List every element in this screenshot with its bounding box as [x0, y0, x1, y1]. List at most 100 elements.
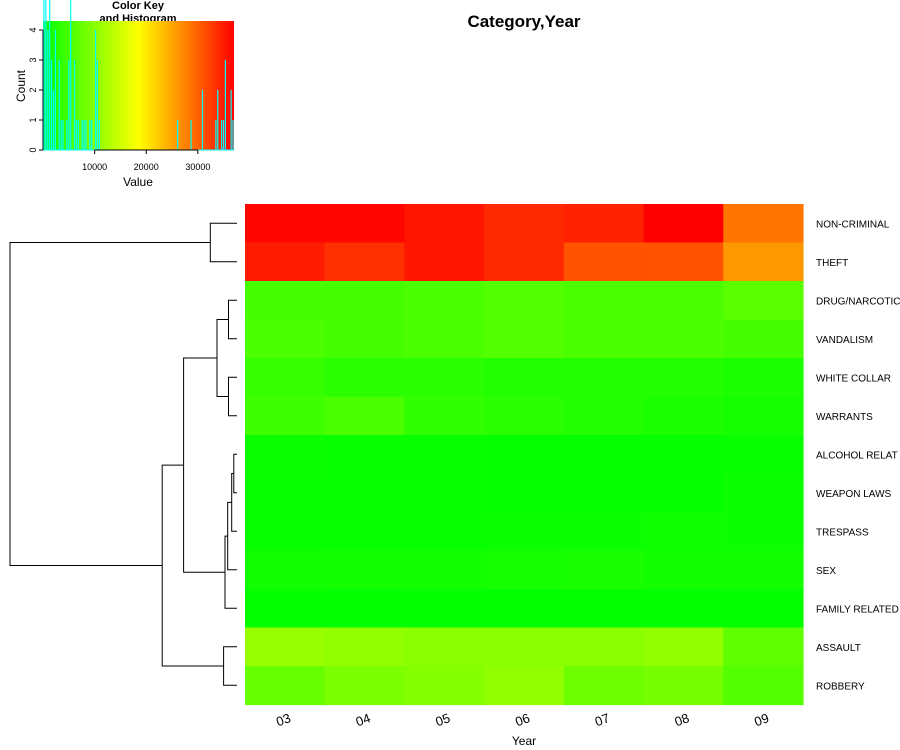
heatmap-cell: [404, 627, 485, 667]
row-label: WHITE COLLAR: [816, 373, 891, 384]
heatmap-cell: [723, 666, 804, 706]
dendrogram-branch: [223, 646, 237, 686]
heatmap-cell: [723, 396, 804, 436]
dendrogram-branch: [228, 299, 237, 340]
row-label: VANDALISM: [816, 335, 873, 346]
heatmap-cell: [563, 435, 645, 475]
heatmap-cell: [643, 627, 724, 667]
heatmap-cell: [245, 589, 326, 629]
heatmap-cell: [723, 319, 804, 359]
heatmap-cell: [245, 666, 326, 706]
heatmap-cell: [563, 627, 645, 667]
column-label: 06: [513, 710, 532, 729]
heatmap-cell: [723, 242, 804, 282]
heatmap-cell: [245, 281, 326, 321]
heatmap-cell: [245, 435, 326, 475]
heatmap-cell: [643, 550, 724, 590]
heatmap-cell: [723, 281, 804, 321]
heatmap-cell: [404, 666, 485, 706]
row-label: FAMILY RELATED: [816, 604, 899, 615]
color-key-y-tick-label: 4: [28, 27, 38, 32]
heatmap-cell: [245, 319, 326, 359]
row-label: DRUG/NARCOTIC: [816, 296, 900, 307]
heatmap-cell: [563, 358, 645, 398]
heatmap-cell: [245, 550, 326, 590]
color-key-title-line1: Color Key: [112, 0, 165, 12]
color-key-x-tick-label: 30000: [185, 162, 210, 172]
heatmap-cell: [245, 242, 326, 282]
heatmap-cell: [404, 512, 485, 552]
heatmap-cell: [245, 358, 326, 398]
heatmap-cell: [324, 627, 406, 667]
heatmap-cell: [643, 473, 724, 513]
heatmap-cell: [404, 396, 485, 436]
row-label: ALCOHOL RELAT: [816, 450, 898, 461]
heatmap-cell: [245, 204, 326, 244]
color-key-y-tick-label: 3: [28, 57, 38, 62]
dendrogram-branch: [209, 222, 237, 263]
heatmap-cell: [643, 281, 724, 321]
heatmap-cell: [484, 281, 565, 321]
column-label: 08: [672, 710, 691, 729]
heatmap-cell: [723, 627, 804, 667]
column-label: 03: [274, 710, 293, 729]
color-key-histogram: [43, 0, 234, 151]
row-label: SEX: [816, 566, 836, 577]
dendrogram-branch: [228, 376, 237, 417]
heatmap-cell: [324, 319, 406, 359]
heatmap-cell: [324, 512, 406, 552]
heatmap-cell: [404, 589, 485, 629]
heatmap-cell: [484, 319, 565, 359]
color-key-y-tick-label: 0: [28, 147, 38, 152]
heatmap-cell: [484, 358, 565, 398]
column-labels: 03 04 05 06 07 08 09: [274, 710, 771, 729]
row-label: TRESPASS: [816, 527, 869, 538]
dendrogram-branch: [216, 319, 229, 397]
heatmap-cell: [404, 319, 485, 359]
row-label: ASSAULT: [816, 643, 861, 654]
dendrogram-branch: [9, 242, 211, 566]
heatmap-cell: [563, 281, 645, 321]
heatmap-cell: [563, 319, 645, 359]
heatmap-cell: [723, 589, 804, 629]
heatmap-cell: [643, 666, 724, 706]
heatmap-cell: [484, 242, 565, 282]
color-key-x-tick-label: 10000: [82, 162, 107, 172]
heatmap-cell: [643, 242, 724, 282]
heatmap-cell: [404, 550, 485, 590]
x-axis-label: Year: [512, 734, 536, 748]
column-label: 05: [433, 710, 452, 729]
heatmap-cell: [484, 473, 565, 513]
heatmap-cell: [643, 358, 724, 398]
heatmap-cell: [324, 435, 406, 475]
heatmap-cell: [484, 435, 565, 475]
color-key-y-axis: 0 1 2 3 4: [28, 27, 44, 153]
heatmap-cell: [324, 550, 406, 590]
dendrogram-branch: [161, 464, 224, 667]
row-label: WEAPON LAWS: [816, 489, 892, 500]
heatmap-cell: [245, 627, 326, 667]
heatmap-cell: [723, 512, 804, 552]
heatmap-cell: [563, 242, 645, 282]
heatmap-cell: [563, 666, 645, 706]
color-key-x-axis: 10000 20000 30000: [82, 149, 210, 172]
heatmap-cell: [245, 396, 326, 436]
heatmap-cell: [245, 473, 326, 513]
heatmap-cell: [643, 589, 724, 629]
heatmap-cell: [404, 281, 485, 321]
heatmap-cell: [563, 550, 645, 590]
heatmap-cell: [245, 512, 326, 552]
column-label: 04: [354, 710, 373, 729]
heatmap-cell: [324, 358, 406, 398]
heatmap-cell: [324, 281, 406, 321]
heatmap-cell: [643, 396, 724, 436]
heatmap-cell: [723, 204, 804, 244]
color-key-gradient: [43, 21, 234, 150]
heatmap-cell: [324, 589, 406, 629]
column-label: 07: [593, 710, 612, 729]
heatmap-cell: [484, 512, 565, 552]
heatmap-cell: [404, 242, 485, 282]
heatmap-cell: [563, 396, 645, 436]
heatmap-cell: [484, 396, 565, 436]
